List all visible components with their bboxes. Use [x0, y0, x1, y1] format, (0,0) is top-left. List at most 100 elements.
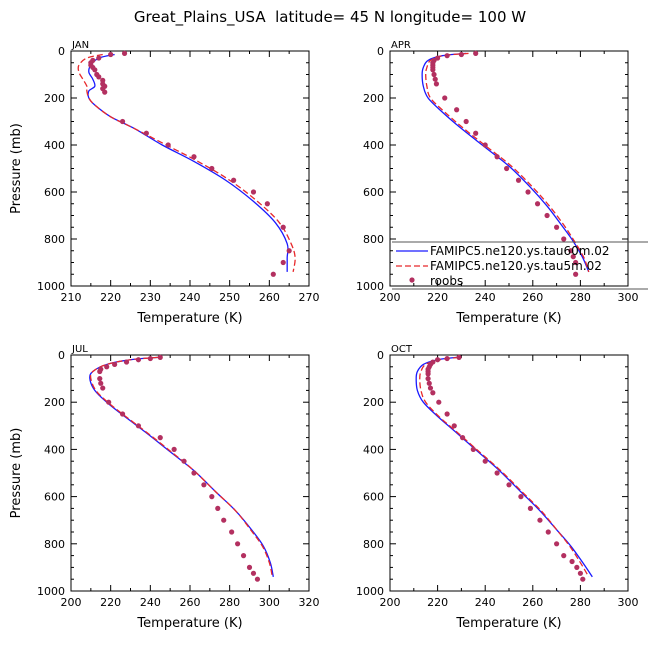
obs-point [112, 361, 118, 368]
series-line-tau5m [89, 356, 273, 577]
obs-point [432, 76, 438, 82]
obs-point [250, 189, 257, 195]
obs-point [280, 259, 286, 266]
legend-entry: FAMIPC5.ne120.ys.tau5m.02 [430, 259, 602, 273]
y-tick-label: 1000 [356, 585, 384, 598]
y-tick-label: 600 [44, 186, 65, 199]
y-tick-label: 0 [58, 349, 65, 362]
obs-point [121, 50, 128, 56]
obs-point [525, 189, 531, 195]
obs-point [98, 380, 104, 386]
obs-point [97, 368, 103, 375]
obs-point [482, 458, 488, 464]
y-tick-label: 0 [377, 45, 384, 58]
x-tick-label: 300 [618, 291, 639, 304]
x-tick-label: 260 [259, 291, 280, 304]
plot-frame [70, 354, 310, 592]
obs-point [425, 371, 431, 377]
obs-point [165, 142, 171, 148]
obs-point [108, 51, 114, 58]
obs-point [433, 81, 440, 87]
obs-point [506, 482, 512, 488]
series-line-tau60m [87, 53, 289, 272]
obs-point [573, 259, 579, 266]
obs-point [250, 570, 257, 576]
panel-jan: 210 220 230 240 250 260 270 0 200 400 600 800 1000 JA… [9, 40, 320, 326]
y-tick-label: 800 [363, 538, 384, 551]
x-tick-label: 300 [259, 596, 280, 609]
obs-point [430, 390, 436, 396]
obs-point [444, 411, 450, 417]
legend: FAMIPC5.ne120.ys.tau60m.02FAMIPC5.ne120.… [392, 241, 648, 290]
obs-point [494, 470, 500, 476]
obs-point [444, 355, 450, 362]
x-tick-label: 240 [475, 291, 496, 304]
obs-point [426, 380, 432, 386]
x-tick-label: 320 [299, 596, 320, 609]
y-tick-label: 400 [44, 443, 65, 456]
y-tick-label: 400 [44, 139, 65, 152]
obs-point [444, 53, 450, 59]
series-line-tau5m [77, 53, 296, 273]
obs-point [534, 201, 541, 207]
obs-point [254, 576, 261, 582]
obs-point [97, 376, 103, 382]
obs-point [135, 423, 142, 429]
obs-point [181, 458, 187, 464]
obs-point [215, 505, 221, 511]
series-line-tau60m [89, 356, 274, 577]
y-tick-label: 800 [44, 233, 65, 246]
obs-point [436, 399, 442, 405]
legend-marker [409, 277, 415, 283]
obs-point [246, 564, 253, 571]
y-axis-label: Pressure (mb) [9, 428, 24, 519]
panel-jul: 200 220 240 260 280 300 320 0 200 400 600 800 1000 JU… [9, 344, 320, 631]
obs-point [270, 271, 276, 277]
x-tick-label: 270 [299, 291, 320, 304]
x-axis-label: Temperature (K) [455, 616, 561, 631]
obs-point [425, 376, 431, 382]
x-tick-label: 200 [380, 291, 401, 304]
obs-point [569, 558, 575, 565]
obs-point [191, 470, 197, 476]
obs-point [570, 254, 576, 260]
y-tick-label: 1000 [37, 585, 65, 598]
obs-point [458, 51, 464, 58]
obs-point [537, 517, 543, 523]
x-tick-label: 210 [61, 291, 82, 304]
panel-label: JAN [71, 40, 89, 51]
y-tick-label: 0 [58, 45, 65, 58]
obs-point [123, 359, 130, 365]
obs-point [504, 165, 510, 172]
x-tick-label: 220 [100, 291, 121, 304]
obs-point [119, 411, 126, 417]
x-tick-label: 260 [522, 291, 543, 304]
obs-point [209, 494, 215, 500]
obs-point [577, 570, 584, 576]
x-tick-label: 300 [618, 596, 639, 609]
y-tick-label: 0 [377, 349, 384, 362]
obs-point [157, 354, 163, 360]
obs-point [100, 385, 106, 391]
obs-point [431, 71, 437, 78]
x-axis-label: Temperature (K) [136, 311, 242, 326]
obs-point [573, 271, 579, 277]
y-tick-label: 200 [363, 92, 384, 105]
y-tick-label: 800 [363, 233, 384, 246]
y-tick-label: 1000 [37, 280, 65, 293]
x-tick-label: 200 [380, 596, 401, 609]
obs-point [191, 154, 197, 160]
obs-point [456, 354, 462, 360]
obs-point [527, 505, 534, 511]
y-tick-label: 600 [44, 491, 65, 504]
obs-point [280, 224, 286, 230]
x-tick-label: 280 [570, 596, 591, 609]
y-tick-label: 400 [363, 443, 384, 456]
obs-point [201, 482, 207, 488]
series-line-tau5m [419, 356, 590, 578]
y-tick-label: 600 [363, 186, 384, 199]
obs-point [568, 248, 574, 254]
panel-label: OCT [391, 344, 413, 355]
x-axis-label: Temperature (K) [455, 311, 561, 326]
obs-point [561, 553, 567, 559]
